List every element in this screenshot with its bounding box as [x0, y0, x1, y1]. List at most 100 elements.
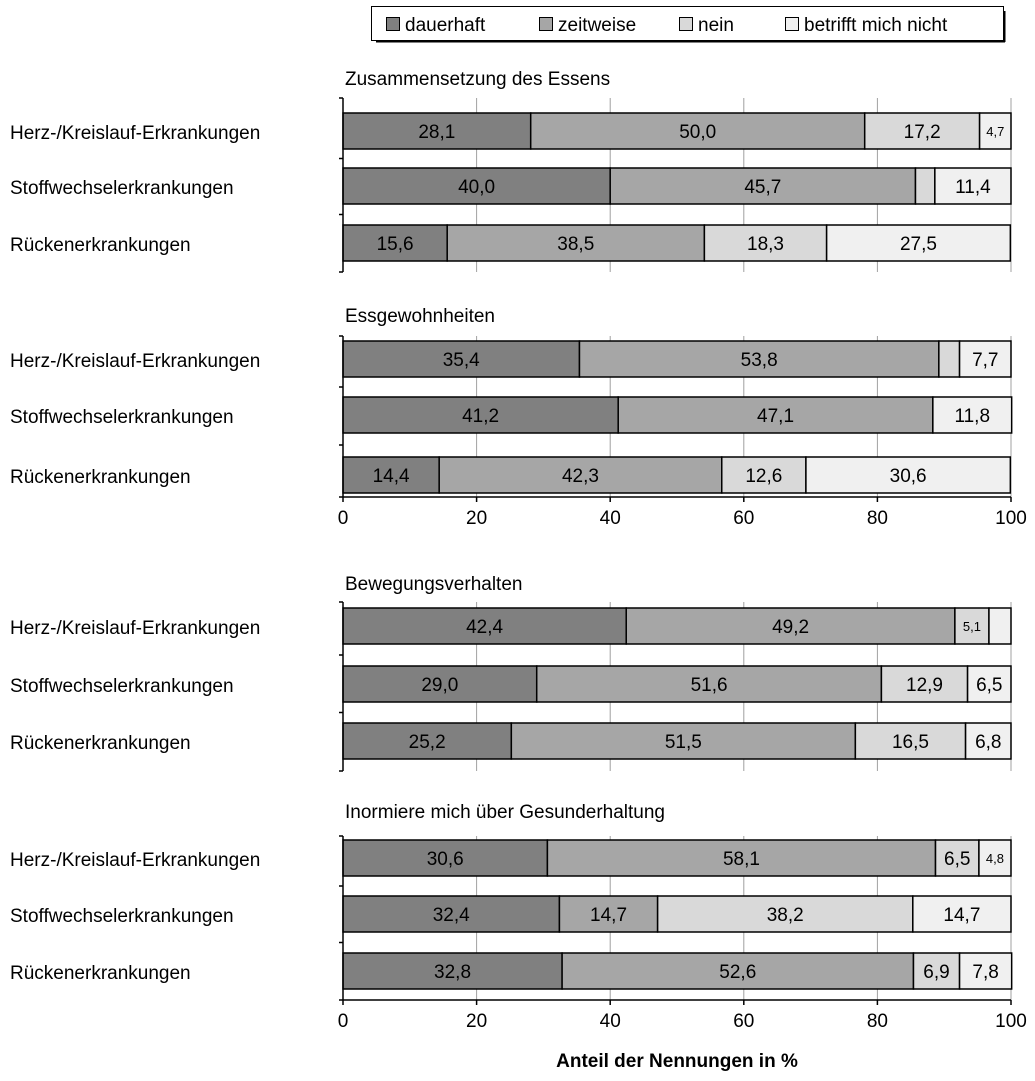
legend-swatch-2	[679, 17, 693, 31]
data-label: 51,6	[691, 675, 728, 696]
bar-segment	[934, 167, 1012, 205]
x-tick-label: 80	[867, 508, 888, 529]
data-label: 41,2	[462, 406, 499, 427]
data-label: 52,6	[719, 962, 756, 983]
data-label: 42,4	[466, 617, 503, 638]
bar-segment	[609, 167, 917, 205]
data-label: 30,6	[427, 849, 464, 870]
data-label: 32,8	[434, 962, 471, 983]
row-label: Herz-/Kreislauf-Erkrankungen	[10, 850, 260, 871]
data-label: 28,1	[418, 122, 455, 143]
axes	[339, 97, 1012, 1005]
bar-segment	[978, 112, 1012, 150]
x-tick-label: 60	[733, 1011, 754, 1032]
bar-segment	[958, 340, 1012, 378]
bar-segment	[805, 456, 1012, 494]
x-tick-label: 100	[995, 508, 1027, 529]
legend-label-0: dauerhaft	[405, 15, 486, 36]
row-label: Rückenerkrankungen	[10, 963, 191, 984]
x-tick-label: 20	[466, 508, 487, 529]
data-label: 15,6	[377, 234, 414, 255]
legend-label-1: zeitweise	[558, 15, 636, 36]
data-label: 38,2	[767, 905, 804, 926]
row-label: Stoffwechselerkrankungen	[10, 407, 234, 428]
bar-segment	[342, 396, 619, 434]
data-label: 47,1	[757, 406, 794, 427]
bar-segment	[880, 665, 969, 703]
legend-swatch-0	[386, 17, 400, 31]
legend: dauerhaft zeitweise nein betrifft mich nich…	[371, 6, 1006, 43]
row-label: Rückenerkrankungen	[10, 235, 191, 256]
data-label: 25,2	[409, 732, 446, 753]
row-label: Stoffwechselerkrankungen	[10, 906, 234, 927]
data-label: 4,7	[986, 124, 1004, 139]
bar-segment	[342, 112, 532, 150]
legend-swatch-3	[785, 17, 799, 31]
panel-title-0: Zusammensetzung des Essens	[345, 69, 610, 90]
data-label: 49,2	[772, 617, 809, 638]
x-tick-label: 40	[600, 508, 621, 529]
bar-segment	[617, 396, 934, 434]
x-tick-label: 60	[733, 508, 754, 529]
data-label: 4,8	[986, 851, 1004, 866]
data-label: 14,4	[373, 466, 410, 487]
bar-segment	[625, 607, 956, 645]
bar-segment	[342, 340, 581, 378]
data-label: 6,8	[975, 732, 1001, 753]
data-label: 50,0	[679, 122, 716, 143]
row-label: Rückenerkrankungen	[10, 733, 191, 754]
x-tick-label: 80	[867, 1011, 888, 1032]
data-label: 51,5	[665, 732, 702, 753]
data-label: 7,7	[972, 350, 998, 371]
panel-title-2: Bewegungsverhalten	[345, 574, 522, 595]
data-label: 45,7	[744, 177, 781, 198]
bar-segment	[938, 340, 961, 378]
data-label: 32,4	[433, 905, 470, 926]
data-label: 17,2	[904, 122, 941, 143]
row-label: Herz-/Kreislauf-Erkrankungen	[10, 351, 260, 372]
bar-segment	[854, 722, 967, 760]
data-label: 30,6	[890, 466, 927, 487]
data-label: 27,5	[900, 234, 937, 255]
bar-segment	[964, 722, 1012, 760]
data-label: 16,5	[892, 732, 929, 753]
panel-title-3: Inormiere mich über Gesunderhaltung	[345, 802, 665, 823]
bar-segment	[912, 895, 1012, 933]
row-label: Stoffwechselerkrankungen	[10, 178, 234, 199]
data-label: 14,7	[943, 905, 980, 926]
bar-segment	[561, 952, 915, 990]
data-label: 11,8	[954, 406, 990, 427]
data-label: 12,6	[745, 466, 782, 487]
bars	[342, 112, 1013, 990]
bar-segment	[825, 224, 1012, 262]
data-label: 6,5	[944, 849, 970, 870]
data-label: 58,1	[723, 849, 760, 870]
data-label: 40,0	[458, 177, 495, 198]
bar-segment	[932, 396, 1013, 434]
x-tick-label: 20	[466, 1011, 487, 1032]
row-label: Stoffwechselerkrankungen	[10, 676, 234, 697]
bar-segment	[578, 340, 940, 378]
x-tick-label: 0	[338, 1011, 349, 1032]
legend-label-2: nein	[698, 15, 734, 36]
data-label: 14,7	[590, 905, 627, 926]
row-label: Herz-/Kreislauf-Erkrankungen	[10, 618, 260, 639]
row-label: Rückenerkrankungen	[10, 467, 191, 488]
data-label: 6,5	[976, 675, 1002, 696]
row-label: Herz-/Kreislauf-Erkrankungen	[10, 123, 260, 144]
bar-segment	[342, 895, 561, 933]
bar-segment	[438, 456, 723, 494]
x-axis-title: Anteil der Nennungen in %	[556, 1051, 798, 1072]
data-label: 11,4	[955, 177, 991, 198]
bar-segment	[914, 167, 936, 205]
x-tick-label: 100	[995, 1011, 1027, 1032]
bar-segment	[934, 839, 980, 877]
data-label: 35,4	[443, 350, 480, 371]
bar-segment	[958, 952, 1013, 990]
data-label: 5,1	[963, 619, 981, 634]
bar-segment	[988, 607, 1012, 645]
labels: Zusammensetzung des Essens Herz-/Kreislau…	[10, 69, 1027, 1032]
data-label: 38,5	[557, 234, 594, 255]
data-label: 12,9	[906, 675, 943, 696]
